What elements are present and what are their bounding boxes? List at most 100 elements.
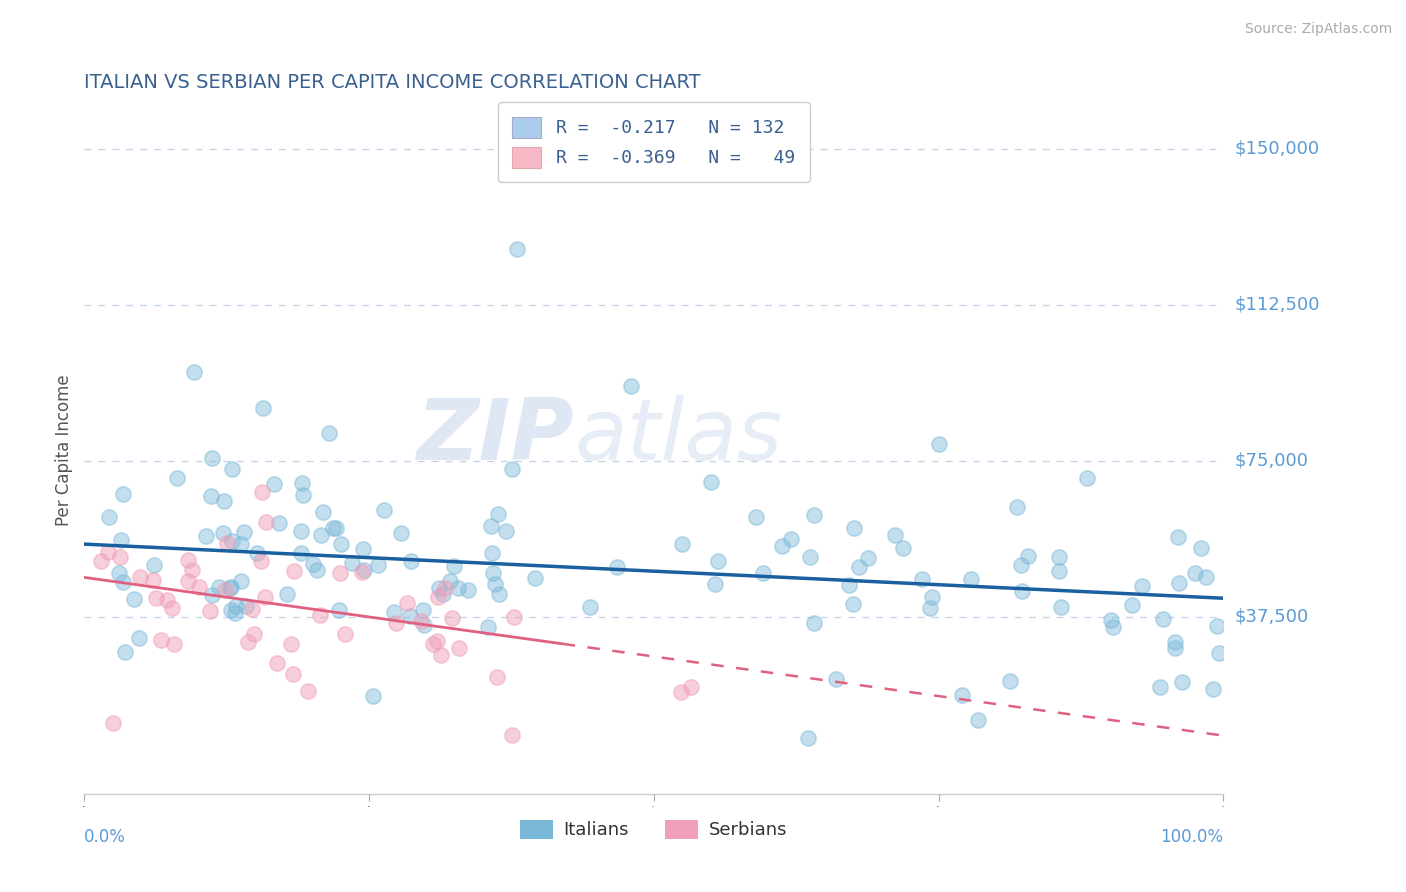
- Point: [122, 592, 145, 607]
- Point: [219, 603, 242, 617]
- Point: [322, 520, 344, 534]
- Point: [1149, 680, 1171, 694]
- Point: [233, 524, 256, 539]
- Point: [325, 520, 347, 534]
- Point: [484, 577, 506, 591]
- Point: [891, 541, 914, 555]
- Text: $150,000: $150,000: [1234, 140, 1319, 158]
- Point: [803, 508, 825, 522]
- Text: atlas: atlas: [574, 395, 782, 478]
- Point: [114, 645, 136, 659]
- Point: [706, 554, 728, 568]
- Point: [960, 572, 983, 586]
- Point: [235, 599, 257, 613]
- Point: [305, 563, 328, 577]
- Point: [236, 635, 259, 649]
- Point: [671, 684, 693, 698]
- Point: [1102, 620, 1125, 634]
- Point: [841, 597, 863, 611]
- Point: [254, 590, 277, 604]
- Point: [426, 590, 449, 604]
- Point: [281, 666, 304, 681]
- Point: [229, 537, 252, 551]
- Point: [243, 626, 266, 640]
- Point: [107, 566, 129, 581]
- Point: [214, 583, 236, 598]
- Point: [142, 573, 165, 587]
- Point: [149, 632, 172, 647]
- Point: [97, 544, 120, 558]
- Point: [128, 631, 150, 645]
- Point: [482, 566, 505, 580]
- Point: [856, 550, 879, 565]
- Point: [297, 684, 319, 698]
- Point: [250, 554, 273, 568]
- Point: [399, 554, 422, 568]
- Point: [291, 488, 314, 502]
- Point: [1168, 576, 1191, 591]
- Point: [752, 566, 775, 580]
- Point: [1167, 530, 1189, 544]
- Point: [352, 542, 374, 557]
- Point: [283, 564, 305, 578]
- Point: [166, 471, 188, 485]
- Point: [457, 582, 479, 597]
- Point: [1099, 614, 1122, 628]
- Point: [225, 599, 247, 613]
- Point: [142, 558, 165, 573]
- Point: [501, 461, 523, 475]
- Point: [447, 641, 470, 656]
- Point: [495, 524, 517, 538]
- Point: [486, 670, 509, 684]
- Point: [290, 524, 312, 539]
- Point: [799, 550, 821, 565]
- Text: ITALIAN VS SERBIAN PER CAPITA INCOME CORRELATION CHART: ITALIAN VS SERBIAN PER CAPITA INCOME COR…: [84, 72, 702, 92]
- Point: [488, 587, 510, 601]
- Point: [382, 605, 405, 619]
- Point: [838, 577, 860, 591]
- Point: [1011, 584, 1033, 599]
- Point: [311, 527, 333, 541]
- Point: [101, 716, 124, 731]
- Point: [928, 437, 950, 451]
- Point: [1189, 541, 1212, 555]
- Point: [1195, 569, 1218, 583]
- Point: [98, 509, 121, 524]
- Point: [439, 574, 461, 588]
- Point: [433, 582, 456, 596]
- Point: [1047, 549, 1070, 564]
- Point: [842, 521, 865, 535]
- Point: [312, 505, 335, 519]
- Point: [250, 484, 273, 499]
- Point: [918, 600, 941, 615]
- Point: [246, 546, 269, 560]
- Text: $75,000: $75,000: [1234, 452, 1309, 470]
- Point: [479, 519, 502, 533]
- Point: [229, 574, 252, 589]
- Point: [183, 365, 205, 379]
- Point: [373, 503, 395, 517]
- Point: [219, 581, 242, 595]
- Point: [477, 620, 499, 634]
- Point: [162, 637, 184, 651]
- Point: [1164, 635, 1187, 649]
- Y-axis label: Per Capita Income: Per Capita Income: [55, 375, 73, 526]
- Point: [579, 599, 602, 614]
- Point: [266, 657, 288, 671]
- Point: [447, 581, 470, 595]
- Text: Source: ZipAtlas.com: Source: ZipAtlas.com: [1244, 22, 1392, 37]
- Point: [481, 546, 503, 560]
- Point: [430, 648, 453, 663]
- Point: [128, 570, 150, 584]
- Point: [195, 529, 218, 543]
- Point: [291, 476, 314, 491]
- Point: [111, 574, 134, 589]
- Point: [797, 731, 820, 745]
- Point: [443, 558, 465, 573]
- Point: [90, 554, 112, 568]
- Point: [780, 532, 803, 546]
- Point: [1076, 470, 1098, 484]
- Point: [620, 379, 643, 393]
- Text: ZIP: ZIP: [416, 395, 574, 478]
- Point: [361, 690, 384, 704]
